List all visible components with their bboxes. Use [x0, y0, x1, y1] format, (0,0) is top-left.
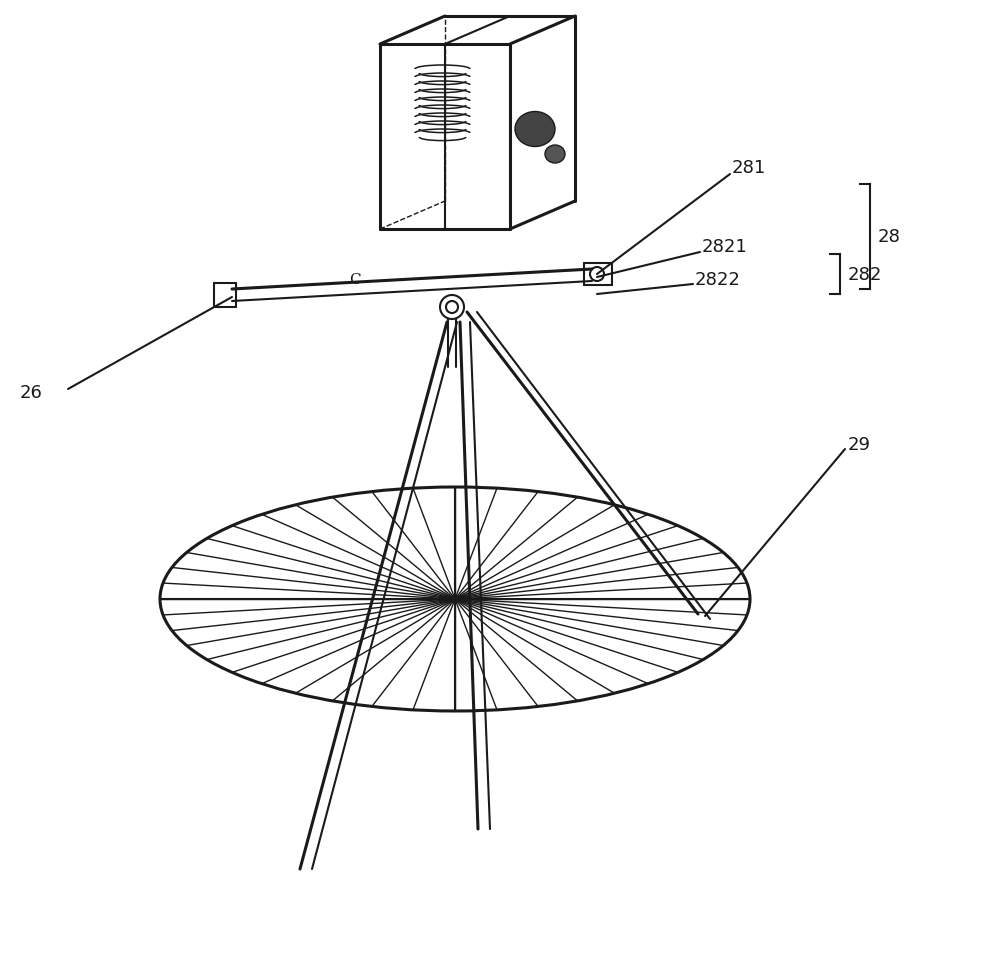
Ellipse shape [545, 146, 565, 164]
Text: 282: 282 [848, 266, 882, 283]
Ellipse shape [515, 112, 555, 148]
Text: C: C [349, 273, 361, 286]
Text: 29: 29 [848, 436, 871, 453]
Text: 26: 26 [20, 384, 43, 402]
Text: 2821: 2821 [702, 237, 748, 256]
Text: 28: 28 [878, 228, 901, 246]
Text: 281: 281 [732, 159, 766, 177]
Text: 2822: 2822 [695, 271, 741, 289]
